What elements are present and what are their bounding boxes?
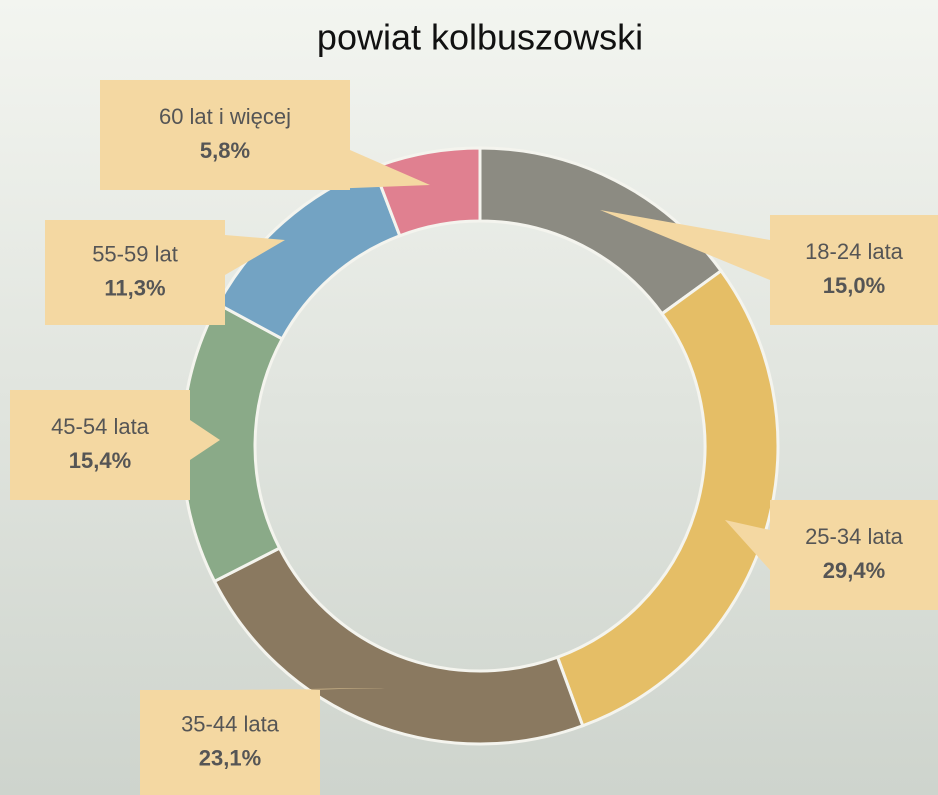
callout-box — [100, 80, 350, 190]
category-label: 25-34 lata — [805, 524, 904, 549]
category-label: 35-44 lata — [181, 711, 280, 736]
donut-segment — [555, 268, 780, 728]
value-label: 15,0% — [823, 273, 885, 298]
callout-box — [770, 500, 938, 610]
callout-pointer — [230, 688, 385, 690]
category-label: 60 lat i więcej — [159, 104, 291, 129]
data-callout: 55-59 lat 11,3% — [45, 220, 285, 325]
data-callout: 60 lat i więcej 5,8% — [100, 80, 430, 190]
data-callout: 45-54 lata 15,4% — [10, 390, 220, 500]
donut-segment — [371, 146, 482, 238]
callout-pointer — [190, 420, 220, 460]
value-label: 15,4% — [69, 448, 131, 473]
callout-box — [140, 690, 320, 795]
value-label: 11,3% — [104, 275, 165, 300]
callout-box — [10, 390, 190, 500]
category-label: 45-54 lata — [51, 414, 150, 439]
callout-pointer — [600, 210, 770, 280]
category-label: 18-24 lata — [805, 239, 904, 264]
data-callout: 35-44 lata 23,1% — [140, 688, 385, 795]
chart-title: powiat kolbuszowski — [317, 17, 643, 58]
value-label: 23,1% — [199, 745, 261, 770]
value-label: 5,8% — [200, 138, 250, 163]
callout-box — [45, 220, 225, 325]
value-label: 29,4% — [823, 558, 885, 583]
callout-pointer — [225, 235, 285, 275]
callout-pointer — [725, 520, 770, 570]
callout-box — [770, 215, 938, 325]
data-callout: 25-34 lata 29,4% — [725, 500, 938, 610]
data-callout: 18-24 lata 15,0% — [600, 210, 938, 325]
category-label: 55-59 lat — [92, 241, 178, 266]
